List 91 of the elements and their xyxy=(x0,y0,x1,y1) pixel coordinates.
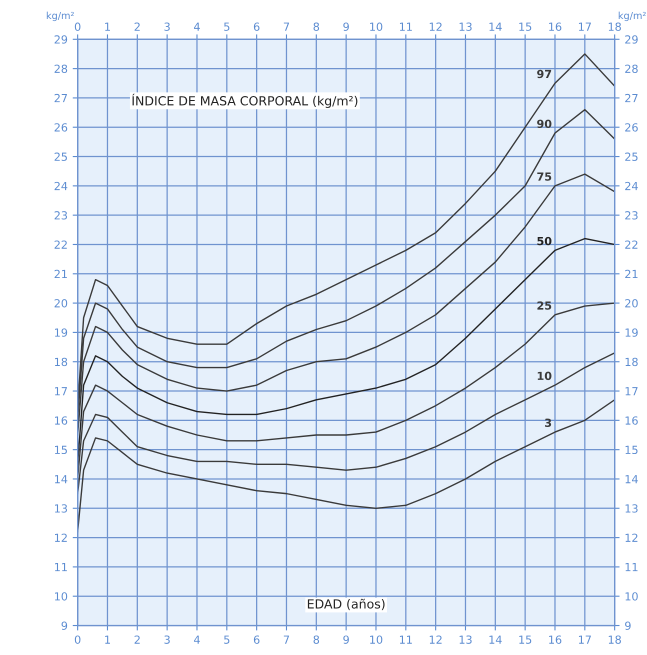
series-label: 75 xyxy=(537,172,552,181)
y2-tick-label: 27 xyxy=(625,94,638,102)
x-tick-label: 10 xyxy=(370,22,382,31)
y-tick-label: 21 xyxy=(54,270,67,278)
y-tick-label: 10 xyxy=(55,592,68,601)
y-tick-label: 29 xyxy=(54,35,68,44)
x-tick-label: 0 xyxy=(74,22,80,31)
x-tick-label: 5 xyxy=(224,22,230,31)
x-tick-label: 13 xyxy=(460,22,472,31)
x-axis-title: EDAD (años) xyxy=(308,598,385,610)
y-tick-label: 23 xyxy=(54,211,68,220)
x2-tick-label: 12 xyxy=(430,635,442,644)
y-tick-label: 11 xyxy=(55,563,67,572)
x2-tick-label: 1 xyxy=(105,636,110,644)
y-tick-label: 13 xyxy=(55,504,68,513)
y-tick-label: 14 xyxy=(55,475,68,484)
series-label: 25 xyxy=(537,301,552,310)
y2-tick-label: 12 xyxy=(626,534,638,542)
y2-tick-label: 23 xyxy=(625,211,638,220)
x2-tick-label: 16 xyxy=(549,635,562,644)
x-tick-label: 15 xyxy=(519,22,532,31)
y2-tick-label: 18 xyxy=(626,358,638,366)
x-tick-label: 17 xyxy=(578,22,591,31)
x-tick-label: 6 xyxy=(254,22,260,31)
y-tick-label: 15 xyxy=(55,446,67,454)
y2-tick-label: 11 xyxy=(626,563,638,572)
y-tick-label: 28 xyxy=(54,64,68,73)
series-label: 50 xyxy=(537,236,552,246)
x-tick-label: 18 xyxy=(608,22,621,31)
x2-tick-label: 17 xyxy=(578,636,591,644)
y-tick-label: 20 xyxy=(54,299,68,308)
series-label: 97 xyxy=(537,70,552,78)
x2-tick-label: 13 xyxy=(460,635,472,644)
y2-tick-label: 25 xyxy=(625,152,638,161)
y-tick-label: 27 xyxy=(54,94,67,102)
x2-tick-label: 4 xyxy=(194,636,200,644)
y-tick-label: 16 xyxy=(55,416,68,425)
y2-tick-label: 10 xyxy=(626,592,638,601)
y2-tick-label: 19 xyxy=(626,328,638,337)
x-tick-label: 7 xyxy=(284,22,290,31)
y2-tick-label: 29 xyxy=(625,35,638,44)
y2-tick-label: 9 xyxy=(625,622,631,630)
x-tick-label: 2 xyxy=(134,22,140,31)
x2-tick-label: 8 xyxy=(314,635,320,644)
series-label: 3 xyxy=(545,418,552,427)
y-tick-label: 22 xyxy=(54,240,67,249)
x2-tick-label: 3 xyxy=(164,635,170,644)
x-tick-label: 3 xyxy=(164,22,170,31)
y-axis-title: kg/m² xyxy=(46,12,74,22)
x-tick-label: 8 xyxy=(314,22,320,31)
y2-tick-label: 22 xyxy=(625,240,638,249)
x2-tick-label: 5 xyxy=(224,636,230,644)
x2-tick-label: 6 xyxy=(254,635,260,644)
y-tick-label: 25 xyxy=(54,152,67,161)
y2-tick-label: 28 xyxy=(625,64,638,73)
y-tick-label: 12 xyxy=(55,534,67,542)
y2-tick-label: 20 xyxy=(625,299,638,308)
y-tick-label: 26 xyxy=(54,123,68,132)
y-tick-label: 19 xyxy=(55,328,68,337)
y2-tick-label: 24 xyxy=(625,182,638,190)
y2-tick-label: 16 xyxy=(626,416,638,425)
y2-tick-label: 17 xyxy=(626,387,638,396)
y2-tick-label: 26 xyxy=(625,123,638,132)
x2-tick-label: 14 xyxy=(489,636,502,644)
x-tick-label: 4 xyxy=(194,22,200,31)
series-label: 90 xyxy=(537,120,552,128)
y2-tick-label: 14 xyxy=(626,475,638,484)
x-tick-label: 9 xyxy=(343,22,349,31)
y-tick-label: 9 xyxy=(62,622,68,630)
series-label: 10 xyxy=(538,372,552,380)
x2-tick-label: 2 xyxy=(134,635,140,644)
x-tick-label: 12 xyxy=(430,22,442,31)
x2-tick-label: 10 xyxy=(370,635,382,644)
y2-axis-title: kg/m² xyxy=(618,12,646,22)
text: ÍNDICE DE MASA CORPORAL (kg/m²) xyxy=(132,94,358,108)
y2-tick-label: 13 xyxy=(626,504,638,513)
y-tick-label: 18 xyxy=(55,358,68,366)
x2-tick-label: 18 xyxy=(608,635,621,644)
x2-tick-label: 9 xyxy=(343,635,349,644)
x-tick-label: 14 xyxy=(489,22,502,31)
x2-tick-label: 7 xyxy=(284,636,290,644)
x-tick-label: 16 xyxy=(549,22,562,31)
x2-tick-label: 11 xyxy=(400,636,412,644)
x2-tick-label: 0 xyxy=(74,635,80,644)
x-tick-label: 11 xyxy=(400,22,412,31)
x-tick-label: 1 xyxy=(105,22,110,31)
x2-tick-label: 15 xyxy=(519,636,532,644)
y-tick-label: 24 xyxy=(54,182,68,190)
y2-tick-label: 21 xyxy=(625,270,638,278)
y-tick-label: 17 xyxy=(55,387,67,396)
y2-tick-label: 15 xyxy=(626,446,638,454)
